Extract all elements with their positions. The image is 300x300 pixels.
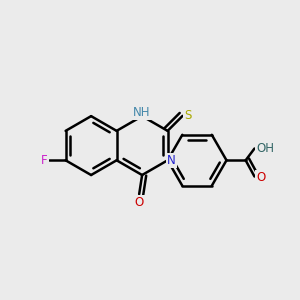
Text: F: F bbox=[41, 154, 48, 167]
Text: O: O bbox=[134, 196, 144, 209]
Text: NH: NH bbox=[134, 106, 151, 119]
Text: OH: OH bbox=[256, 142, 274, 155]
Text: N: N bbox=[167, 154, 176, 167]
Text: S: S bbox=[184, 110, 191, 122]
Text: O: O bbox=[256, 172, 265, 184]
